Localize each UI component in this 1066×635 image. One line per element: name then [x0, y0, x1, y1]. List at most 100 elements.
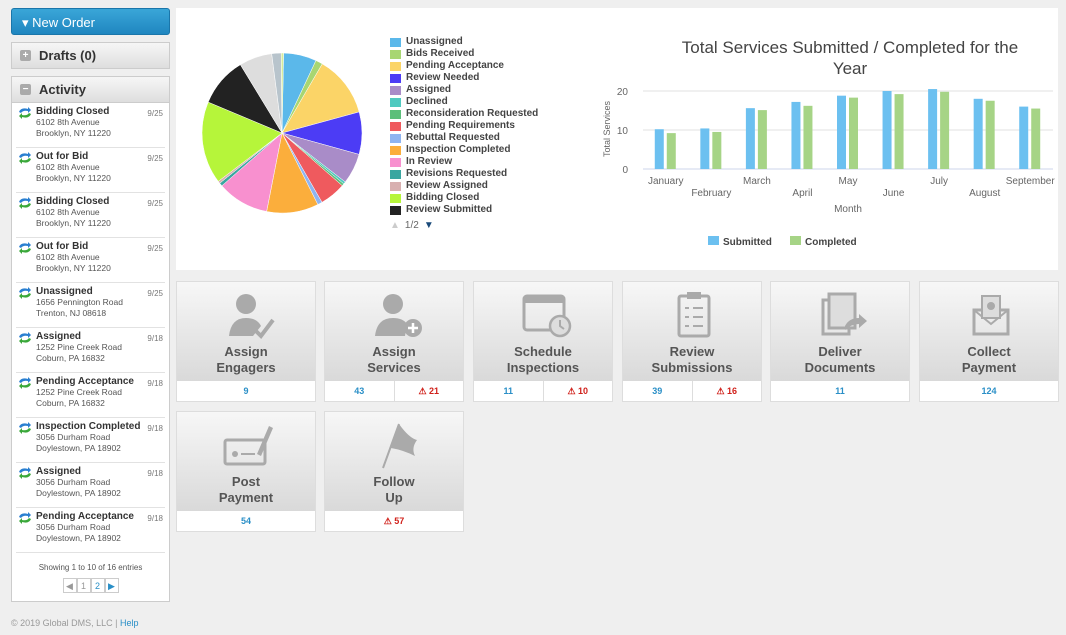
- bar-submitted[interactable]: [654, 129, 664, 169]
- pie-slice[interactable]: [280, 52, 284, 134]
- bar-completed[interactable]: [1031, 108, 1041, 169]
- activity-item[interactable]: Inspection Completed 3056 Durham Road Doyl…: [16, 418, 165, 463]
- legend-prev-icon[interactable]: ▲: [390, 220, 400, 231]
- legend-item[interactable]: Pending Requirements: [390, 120, 538, 132]
- bar-completed[interactable]: [985, 100, 995, 169]
- page-1-button[interactable]: 1: [76, 578, 91, 593]
- activity-item[interactable]: Unassigned 1656 Pennington Road Trenton, N…: [16, 283, 165, 328]
- tile-face[interactable]: Schedule Inspections: [474, 282, 612, 381]
- tile-deliver-documents[interactable]: Deliver Documents 11: [770, 281, 910, 402]
- tile-count[interactable]: 9: [243, 386, 249, 396]
- legend-item[interactable]: Review Submitted: [390, 204, 538, 216]
- tile-alert[interactable]: ⚠ 57: [325, 511, 463, 532]
- tile-alert[interactable]: ⚠ 16: [691, 381, 762, 402]
- bar-submitted[interactable]: [791, 101, 801, 169]
- next-page-button[interactable]: ▶: [104, 578, 119, 593]
- new-order-button[interactable]: ▾ New Order: [11, 8, 170, 35]
- legend-item[interactable]: Unassigned: [390, 36, 538, 48]
- help-link[interactable]: Help: [120, 618, 139, 628]
- legend-item[interactable]: Review Needed: [390, 72, 538, 84]
- tile-label-line1: Assign: [224, 344, 268, 359]
- bar-submitted[interactable]: [745, 108, 755, 169]
- tile-alert[interactable]: ⚠ 21: [393, 381, 464, 402]
- bar-submitted[interactable]: [837, 95, 846, 169]
- activity-item[interactable]: Pending Acceptance 3056 Durham Road Doyles…: [16, 508, 165, 553]
- tile-post-payment[interactable]: Post Payment 54: [176, 411, 316, 532]
- tile-count[interactable]: 124: [981, 386, 997, 396]
- tile-face[interactable]: Assign Engagers: [177, 282, 315, 381]
- warning-icon: ⚠: [716, 386, 725, 396]
- activity-date: 9/18: [147, 379, 163, 388]
- bar-submitted[interactable]: [882, 91, 892, 169]
- legend-item[interactable]: Rebuttal Requested: [390, 132, 538, 144]
- bar-legend-label[interactable]: Completed: [805, 237, 857, 248]
- activity-address-line2: Doylestown, PA 18902: [36, 488, 121, 498]
- pie-slice[interactable]: [281, 63, 360, 134]
- bar-completed[interactable]: [849, 97, 858, 169]
- bar-legend-label[interactable]: Submitted: [723, 237, 772, 248]
- tile-count[interactable]: 43: [354, 386, 365, 396]
- refresh-arrows-icon: [19, 287, 31, 299]
- tile-face[interactable]: Follow Up: [325, 412, 463, 511]
- tile-face[interactable]: Assign Services: [325, 282, 463, 381]
- pie-slice[interactable]: [201, 101, 283, 182]
- tile-alert[interactable]: ⚠ 10: [542, 381, 613, 402]
- bar-submitted[interactable]: [973, 98, 983, 169]
- prev-page-button[interactable]: ◀: [62, 578, 77, 593]
- tile-collect-payment[interactable]: Collect Payment 124: [919, 281, 1059, 402]
- activity-item[interactable]: Bidding Closed 6102 8th Avenue Brooklyn, N…: [16, 103, 165, 148]
- activity-item[interactable]: Out for Bid 6102 8th Avenue Brooklyn, NY 1…: [16, 148, 165, 193]
- bar-completed[interactable]: [757, 110, 767, 169]
- legend-item[interactable]: Bidding Closed: [390, 192, 538, 204]
- activity-address-line2: Trenton, NJ 08618: [36, 308, 107, 318]
- activity-address-line2: Coburn, PA 16832: [36, 353, 105, 363]
- legend-item[interactable]: Review Assigned: [390, 180, 538, 192]
- activity-status: Bidding Closed: [36, 196, 110, 207]
- bar-submitted[interactable]: [928, 89, 938, 169]
- legend-next-icon[interactable]: ▼: [423, 220, 434, 231]
- tile-face[interactable]: Post Payment: [177, 412, 315, 511]
- legend-item[interactable]: Assigned: [390, 84, 538, 96]
- legend-item[interactable]: In Review: [390, 156, 538, 168]
- activity-item[interactable]: Out for Bid 6102 8th Avenue Brooklyn, NY 1…: [16, 238, 165, 283]
- tile-review-submissions[interactable]: Review Submissions 39 ⚠ 16: [622, 281, 762, 402]
- activity-item[interactable]: Pending Acceptance 1252 Pine Creek Road Co…: [16, 373, 165, 418]
- page-2-button[interactable]: 2: [90, 578, 105, 593]
- tile-assign-engagers[interactable]: Assign Engagers 9: [176, 281, 316, 402]
- legend-item[interactable]: Bids Received: [390, 48, 538, 60]
- bar-completed[interactable]: [666, 133, 676, 169]
- charts-panel: Unassigned Bids Received Pending Acceptanc…: [176, 8, 1058, 270]
- tile-count[interactable]: 39: [652, 386, 663, 396]
- activity-item[interactable]: Assigned 1252 Pine Creek Road Coburn, PA 1…: [16, 328, 165, 373]
- activity-address-line2: Coburn, PA 16832: [36, 398, 105, 408]
- legend-item[interactable]: Inspection Completed: [390, 144, 538, 156]
- tile-follow-up[interactable]: Follow Up ⚠ 57: [324, 411, 464, 532]
- bar-completed[interactable]: [940, 91, 950, 169]
- legend-page: 1/2: [404, 220, 419, 231]
- activity-address-line1: 1252 Pine Creek Road: [36, 342, 123, 352]
- tile-count[interactable]: 11: [835, 386, 845, 396]
- activity-address-line1: 6102 8th Avenue: [36, 252, 100, 262]
- legend-item[interactable]: Declined: [390, 96, 538, 108]
- activity-item[interactable]: Assigned 3056 Durham Road Doylestown, PA 1…: [16, 463, 165, 508]
- activity-date: 9/18: [147, 469, 163, 478]
- bar-submitted[interactable]: [700, 128, 710, 169]
- legend-item[interactable]: Reconsideration Requested: [390, 108, 538, 120]
- bar-completed[interactable]: [803, 105, 813, 169]
- activity-panel-toggle[interactable]: − Activity: [11, 76, 170, 103]
- tile-count[interactable]: 11: [503, 386, 513, 396]
- drafts-panel-toggle[interactable]: + Drafts (0): [11, 42, 170, 69]
- legend-item[interactable]: Revisions Requested: [390, 168, 538, 180]
- tile-assign-services[interactable]: Assign Services 43 ⚠ 21: [324, 281, 464, 402]
- tile-face[interactable]: Review Submissions: [623, 282, 761, 381]
- bar-completed[interactable]: [712, 131, 722, 169]
- legend-swatch: [390, 73, 401, 83]
- tile-face[interactable]: Collect Payment: [920, 282, 1058, 381]
- tile-schedule-inspections[interactable]: Schedule Inspections 11 ⚠ 10: [473, 281, 613, 402]
- activity-item[interactable]: Bidding Closed 6102 8th Avenue Brooklyn, N…: [16, 193, 165, 238]
- bar-completed[interactable]: [894, 94, 904, 169]
- tile-count[interactable]: 54: [240, 516, 251, 526]
- bar-submitted[interactable]: [1019, 106, 1029, 169]
- tile-face[interactable]: Deliver Documents: [771, 282, 909, 381]
- legend-item[interactable]: Pending Acceptance: [390, 60, 538, 72]
